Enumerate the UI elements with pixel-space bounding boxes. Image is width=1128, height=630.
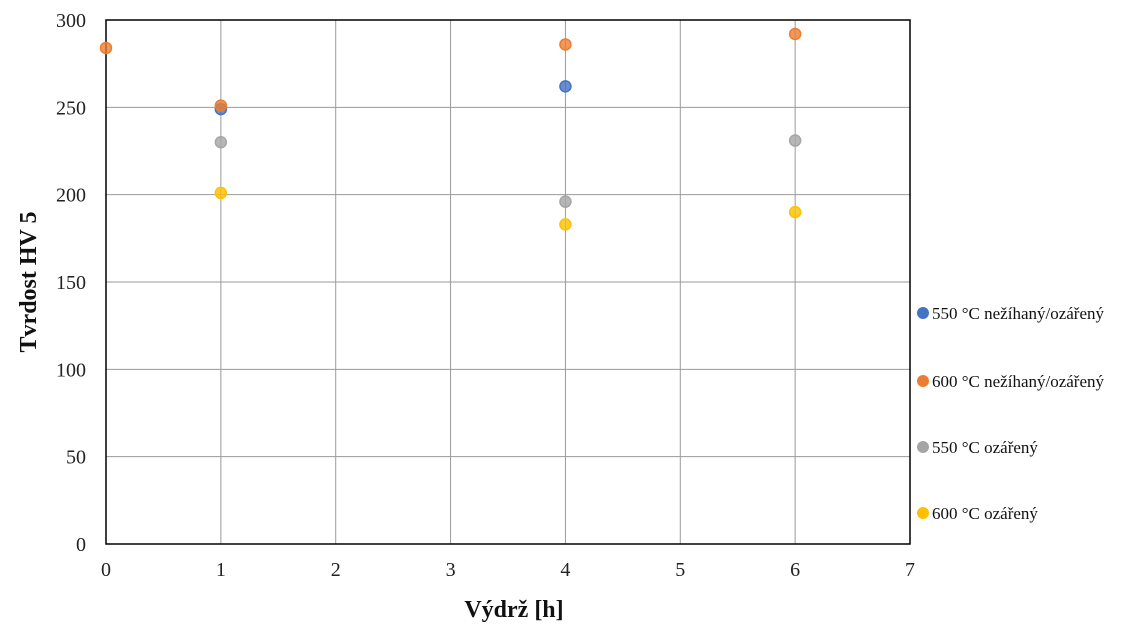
legend-label-series-4: 600 °C ozářený — [932, 504, 1038, 523]
x-axis-ticks: 0 1 2 3 4 5 6 7 — [101, 559, 915, 581]
legend: 550 °C nežíhaný/ozářený 600 °C nežíhaný/o… — [917, 304, 1105, 523]
y-tick-label: 200 — [56, 185, 86, 207]
y-axis-ticks: 0 50 100 150 200 250 300 — [56, 10, 86, 556]
data-point-series-2 — [788, 27, 802, 41]
x-tick-label: 7 — [905, 559, 915, 581]
x-tick-label: 6 — [790, 559, 800, 581]
data-point-series-4 — [559, 218, 572, 231]
x-tick-label: 3 — [446, 559, 456, 581]
x-tick-label: 5 — [675, 559, 685, 581]
data-point-series-2 — [559, 38, 572, 51]
legend-marker-series-1 — [917, 307, 929, 319]
data-points — [99, 27, 802, 231]
data-point-series-2 — [214, 99, 228, 112]
y-tick-label: 50 — [66, 447, 86, 469]
x-axis-title: Výdrž [h] — [464, 597, 563, 623]
data-point-series-3 — [559, 195, 572, 208]
legend-marker-series-3 — [917, 441, 929, 453]
data-point-series-1 — [559, 80, 572, 93]
legend-label-series-2: 600 °C nežíhaný/ozářený — [932, 372, 1105, 391]
plot-area-frame — [105, 19, 911, 545]
data-point-series-2 — [99, 41, 113, 55]
data-point-series-3 — [214, 136, 228, 149]
y-tick-label: 150 — [56, 272, 86, 294]
grid — [105, 19, 911, 545]
y-tick-label: 0 — [76, 534, 86, 556]
y-tick-label: 300 — [56, 10, 86, 32]
data-point-series-4 — [214, 186, 228, 200]
y-tick-label: 250 — [56, 97, 86, 119]
y-tick-label: 100 — [56, 359, 86, 381]
x-tick-label: 4 — [560, 559, 570, 581]
x-tick-label: 2 — [331, 559, 341, 581]
y-axis-title: Tvrdost HV 5 — [16, 212, 42, 353]
x-tick-label: 0 — [101, 559, 111, 581]
legend-label-series-3: 550 °C ozářený — [932, 438, 1038, 457]
data-point-series-4 — [788, 205, 802, 219]
legend-marker-series-2 — [917, 375, 929, 387]
data-point-series-3 — [788, 134, 802, 147]
legend-marker-series-4 — [917, 507, 929, 519]
legend-label-series-1: 550 °C nežíhaný/ozářený — [932, 304, 1105, 323]
x-tick-label: 1 — [216, 559, 226, 581]
